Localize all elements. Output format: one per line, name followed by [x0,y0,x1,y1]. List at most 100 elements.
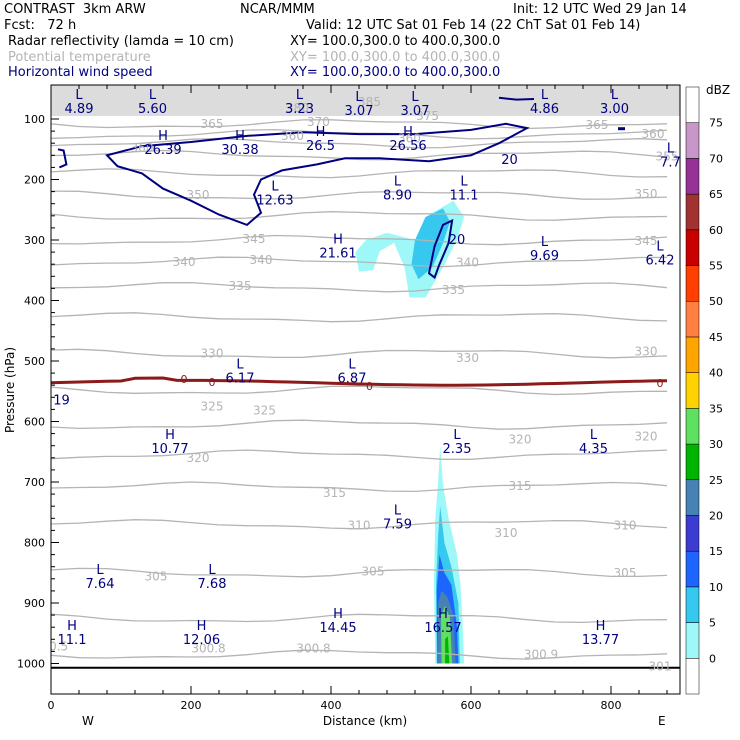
theta-contour [51,211,668,221]
theta-contour [51,567,668,578]
colorbar-swatch [685,158,700,195]
colorbar-swatch [685,229,700,266]
x-tick-label: 200 [181,699,202,712]
extremum-type: L [453,428,461,443]
extremum-type: L [590,428,598,443]
theta-label: 330 [635,344,658,358]
extremum-value: 11.1 [450,189,479,204]
colorbar-swatch [685,265,700,302]
center-label: NCAR/MMM [240,2,315,17]
colorbar-level-label: 35 [709,402,723,415]
colorbar-level-label: 15 [709,545,723,558]
theta-label: 360 [398,131,421,145]
theta-label: 360 [281,129,304,143]
extremum-value: 4.35 [579,442,608,457]
theta-label: 375 [416,109,439,123]
colorbar-swatch [685,372,700,409]
theta-label: 365 [586,118,609,132]
theta-label: 385 [358,95,381,109]
colorbar-unit: dBZ [706,83,730,97]
theta-label: 335 [442,283,465,297]
theta-label: 300.8 [191,641,225,655]
extremum-value: 3.07 [401,104,430,119]
axes-layer: 0 200 400 600 800100200300400500600700800900… [3,84,681,728]
colorbar-level-label: 70 [709,152,723,165]
theta-label: 360 [131,141,154,155]
extremum-label: H12.06 [183,619,220,648]
theta-contour [51,519,668,530]
extremum-label: H10.77 [151,428,188,457]
theta-label: 330 [456,351,479,365]
extremum-value: 13.77 [582,633,619,648]
freezing-level-label: 0 [366,380,373,393]
field-name-reflectivity: Radar reflectivity (lamda = 10 cm) [8,34,234,49]
reflectivity-area-10 [411,208,450,280]
extremum-value: 21.61 [319,247,356,262]
extremum-value: 4.89 [65,102,94,117]
extremum-label: L6.87 [338,357,367,386]
wind-contour-20 [498,96,535,101]
theta-label: 310 [614,519,637,533]
theta-contour [51,119,668,130]
wind-contour-label: 20 [501,153,518,168]
colorbar-swatch [685,550,700,588]
theta-label: 380 [286,101,309,115]
extremum-label: L7.64 [86,563,115,592]
extremum-type: L [75,88,83,103]
freezing-level-label: 0 [209,376,216,389]
y-tick-label: 1000 [17,658,45,671]
extremum-label: L7.7 [660,141,680,170]
extremum-type: L [541,88,549,103]
extremum-type: L [411,90,419,105]
y-tick-label: 200 [24,174,45,187]
field-xy-theta: XY= 100.0,300.0 to 400.0,300.0 [290,50,501,65]
wind-contour-20 [427,218,454,280]
extremum-label: H16.57 [424,607,461,636]
colorbar: 0 5 10 15 20 25 30 35 40 45 50 55 60 65 70 75 dBZ [685,83,730,695]
extremum-value: 26.39 [144,143,181,158]
x-tick-label: 0 [48,699,55,712]
extremum-label: L2.35 [443,428,472,457]
extremum-value: 30.38 [221,143,258,158]
colorbar-level-label: 65 [709,188,723,201]
field-name-theta: Potential temperature [8,50,151,65]
extremum-value: 26.5 [306,139,335,154]
theta-contour [51,481,668,493]
plot-frame [50,84,681,695]
y-tick-label: 700 [24,476,45,489]
theta-label: 350 [635,187,658,201]
theta-label: 300.8 [296,641,330,655]
extremum-value: 4.86 [530,102,559,117]
extremum-value: 3.00 [600,102,629,117]
theta-label: 301 [649,660,672,674]
extremum-value: 8.90 [383,189,412,204]
y-tick-label: 300 [24,234,45,247]
extremum-value: 6.17 [226,371,255,386]
extremum-type: L [355,90,363,105]
extremum-value: 3.07 [345,104,374,119]
extremum-type: H [158,129,168,144]
colorbar-swatch [685,336,700,373]
y-tick-label: 800 [24,537,45,550]
theta-label: 305 [614,566,637,580]
x-tick-label: 800 [601,699,622,712]
freezing-level-line [51,376,668,387]
extremum-label: H26.39 [144,129,181,158]
extremum-type: L [296,88,304,103]
extremum-label: H11.1 [58,619,87,648]
colorbar-level-label: 30 [709,438,723,451]
east-label: E [658,714,666,728]
extremum-label: L3.00 [600,88,629,117]
extremum-type: L [96,563,104,578]
extremum-label: H21.61 [319,233,356,262]
theta-contour [51,137,668,149]
upper-theta-band [51,85,680,116]
theta-contour [51,385,668,396]
extremum-type: H [403,125,413,140]
theta-label: 355 [656,150,679,164]
colorbar-swatch [685,86,700,123]
field-name-wind: Horizontal wind speed [8,65,153,80]
theta-label: 320 [635,430,658,444]
extremum-type: L [236,357,244,372]
